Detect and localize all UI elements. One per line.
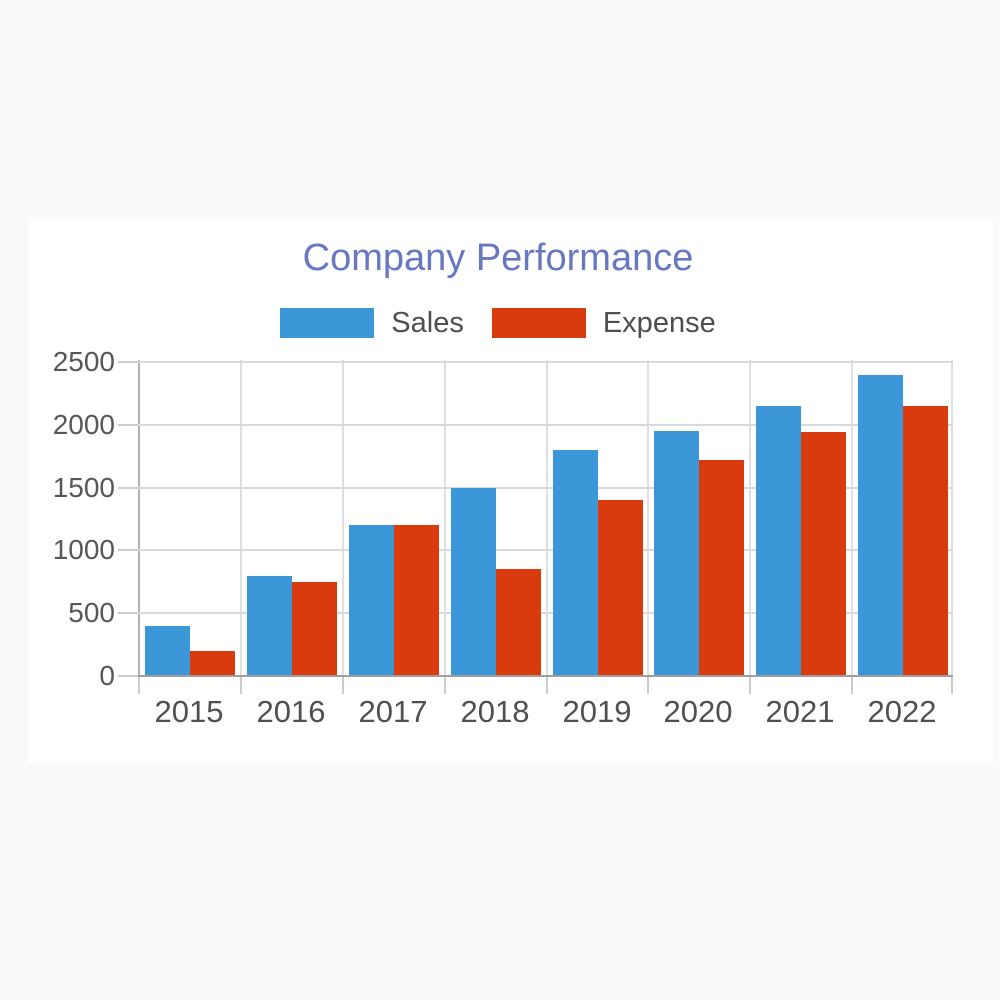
x-axis-label-2019: 2019 bbox=[562, 694, 632, 729]
x-axis-label-2021: 2021 bbox=[765, 694, 835, 729]
x-axis-tick bbox=[444, 676, 446, 694]
vertical-gridline bbox=[647, 360, 649, 676]
y-axis-tick bbox=[118, 361, 138, 363]
legend-swatch-sales-icon bbox=[280, 308, 375, 338]
legend-item-expense[interactable]: Expense bbox=[491, 306, 716, 340]
chart-title: Company Performance bbox=[302, 237, 694, 279]
x-axis-label-2016: 2016 bbox=[256, 694, 326, 729]
bar-sales-2019[interactable] bbox=[553, 450, 598, 676]
bar-sales-2017[interactable] bbox=[349, 525, 394, 676]
horizontal-gridline bbox=[138, 424, 953, 426]
y-axis-tick bbox=[118, 424, 138, 426]
x-axis-tick bbox=[138, 676, 140, 694]
y-axis-label: 0 bbox=[99, 660, 115, 691]
vertical-gridline bbox=[444, 360, 446, 676]
bar-expense-2019[interactable] bbox=[598, 500, 643, 676]
bar-expense-2018[interactable] bbox=[496, 569, 541, 676]
legend-label-sales: Sales bbox=[391, 306, 464, 339]
legend: Sales Expense bbox=[28, 307, 968, 339]
vertical-gridline bbox=[342, 360, 344, 676]
x-axis-tick bbox=[647, 676, 649, 694]
legend-item-sales[interactable]: Sales bbox=[280, 307, 464, 340]
x-axis-label-2017: 2017 bbox=[358, 694, 428, 729]
x-axis-label-2015: 2015 bbox=[154, 694, 224, 729]
bar-expense-2021[interactable] bbox=[801, 432, 846, 676]
x-axis-label-2022: 2022 bbox=[867, 694, 937, 729]
horizontal-gridline bbox=[138, 549, 953, 551]
bar-sales-2022[interactable] bbox=[858, 375, 903, 676]
x-axis-label-2018: 2018 bbox=[460, 694, 530, 729]
chart-card: Company Performance Sales Expense 0 500 10… bbox=[28, 217, 993, 763]
legend-label-expense: Expense bbox=[602, 306, 716, 339]
bar-expense-2017[interactable] bbox=[394, 525, 439, 676]
y-axis-line bbox=[138, 360, 140, 676]
bar-sales-2020[interactable] bbox=[654, 431, 699, 676]
legend-swatch-expense-icon bbox=[491, 308, 586, 338]
bar-expense-2020[interactable] bbox=[699, 460, 744, 676]
x-axis-tick bbox=[851, 676, 853, 694]
vertical-gridline bbox=[851, 360, 853, 676]
horizontal-gridline bbox=[138, 487, 953, 489]
y-axis-tick bbox=[118, 612, 138, 614]
bar-sales-2015[interactable] bbox=[145, 626, 190, 676]
y-axis-tick bbox=[118, 487, 138, 489]
plot-area: 0 500 1000 1500 2000 2500 2015 2016 2017 2018 2019… bbox=[53, 346, 953, 729]
horizontal-gridline bbox=[138, 361, 953, 363]
bar-sales-2018[interactable] bbox=[451, 488, 496, 676]
x-axis-tick bbox=[546, 676, 548, 694]
y-axis-label: 2500 bbox=[52, 346, 115, 377]
vertical-gridline bbox=[749, 360, 751, 676]
bar-expense-2016[interactable] bbox=[292, 582, 337, 676]
x-axis-label-2020: 2020 bbox=[663, 694, 733, 729]
bar-sales-2021[interactable] bbox=[756, 406, 801, 676]
bar-sales-2016[interactable] bbox=[247, 576, 292, 676]
x-axis-tick bbox=[240, 676, 242, 694]
vertical-gridline bbox=[240, 360, 242, 676]
bar-expense-2022[interactable] bbox=[903, 406, 948, 676]
vertical-gridline bbox=[951, 360, 953, 676]
x-axis-tick bbox=[342, 676, 344, 694]
y-axis-label: 1000 bbox=[52, 534, 115, 565]
y-axis-label: 500 bbox=[68, 597, 115, 628]
vertical-gridline bbox=[546, 360, 548, 676]
x-axis-tick bbox=[951, 676, 953, 694]
y-axis-tick bbox=[118, 549, 138, 551]
y-axis-tick bbox=[118, 675, 138, 677]
y-axis-label: 1500 bbox=[52, 472, 115, 503]
bar-expense-2015[interactable] bbox=[190, 651, 235, 676]
y-axis-label: 2000 bbox=[52, 409, 115, 440]
x-axis-tick bbox=[749, 676, 751, 694]
horizontal-gridline bbox=[138, 612, 953, 614]
x-axis-line bbox=[138, 675, 953, 677]
